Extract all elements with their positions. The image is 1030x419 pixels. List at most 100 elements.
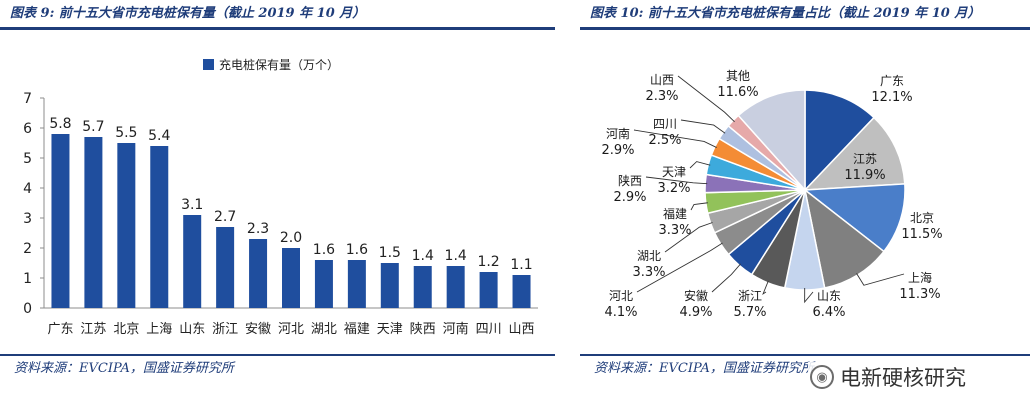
pie-slice-2: [802, 183, 906, 253]
bar-1: [84, 137, 103, 308]
pie-value-label: 3.3%: [658, 223, 691, 238]
pie-label: 广东: [880, 74, 904, 88]
pie-value-label: 3.2%: [657, 181, 690, 196]
bar-value-label: 2.3: [247, 221, 269, 237]
pie-leader-line: [762, 280, 769, 295]
pie-value-label: 5.7%: [733, 305, 766, 320]
bar-6: [249, 239, 268, 308]
bar-2: [117, 143, 136, 308]
pie-leader-line: [633, 129, 717, 148]
legend-label: 充电桩保有量（万个）: [219, 57, 339, 72]
pie-value-label: 11.5%: [901, 227, 942, 242]
x-tick-label: 山东: [179, 322, 205, 337]
pie-label: 福建: [663, 206, 687, 221]
pie-label: 湖北: [637, 248, 661, 263]
bar-value-label: 5.7: [82, 119, 104, 135]
bar-value-label: 1.6: [346, 242, 368, 258]
y-tick-label: 6: [23, 121, 32, 137]
pie-leader-line: [711, 263, 741, 293]
pie-value-label: 2.5%: [648, 133, 681, 148]
source-divider: [580, 354, 1030, 356]
x-tick-label: 河北: [278, 322, 304, 337]
y-tick-label: 5: [23, 151, 32, 167]
y-tick-label: 0: [23, 301, 32, 317]
bar-value-label: 2.0: [280, 230, 302, 246]
pie-slice-0: [804, 89, 876, 192]
title-divider: [0, 27, 555, 30]
pie-leader-line: [645, 176, 708, 185]
pie-value-label: 3.3%: [632, 265, 665, 280]
pie-label: 江苏: [853, 152, 877, 166]
bar-13: [479, 272, 498, 308]
pie-leader-line: [856, 273, 905, 286]
pie-label: 陕西: [618, 173, 642, 188]
bar-value-label: 1.6: [313, 242, 335, 258]
pie-value-label: 2.9%: [601, 143, 634, 158]
pie-label: 山西: [650, 73, 674, 87]
pie-leader-line: [636, 242, 723, 293]
pie-label: 山东: [817, 289, 841, 303]
x-tick-label: 山西: [509, 322, 535, 337]
pie-label: 浙江: [738, 289, 762, 303]
bar-0: [51, 134, 70, 308]
pie-label: 天津: [662, 165, 686, 179]
x-tick-label: 天津: [377, 322, 403, 337]
bar-value-label: 1.4: [445, 248, 467, 264]
pie-slice-15: [737, 89, 806, 192]
bar-value-label: 5.8: [49, 116, 71, 132]
x-tick-label: 河南: [443, 321, 469, 337]
y-tick-label: 3: [23, 211, 32, 227]
pie-label: 河北: [609, 289, 633, 303]
bar-chart-panel: 图表 9: 前十五大省市充电桩保有量（截止 2019 年 10 月） 充电桩保有…: [0, 6, 555, 376]
bar-value-label: 5.5: [115, 125, 137, 141]
bar-value-label: 5.4: [148, 128, 170, 144]
pie-leader-line: [804, 287, 814, 304]
y-tick-label: 1: [23, 271, 32, 287]
x-tick-label: 陕西: [410, 322, 436, 337]
y-tick-label: 7: [23, 91, 32, 107]
pie-label: 北京: [910, 211, 934, 225]
bar-12: [446, 266, 465, 308]
pie-value-label: 12.1%: [871, 90, 912, 105]
x-tick-label: 安徽: [245, 322, 271, 337]
pie-value-label: 11.9%: [844, 168, 885, 183]
pie-label: 河南: [606, 126, 630, 141]
bar-value-label: 2.7: [214, 209, 236, 225]
pie-leader-line: [664, 222, 713, 253]
y-tick-label: 2: [23, 241, 32, 257]
pie-chart-title: 图表 10: 前十五大省市充电桩保有量占比（截止 2019 年 10 月）: [590, 6, 981, 21]
x-tick-label: 江苏: [80, 321, 106, 337]
pie-chart-source: 资料来源：EVCIPA，国盛证券研究所: [594, 361, 814, 376]
bar-value-label: 1.1: [510, 257, 532, 273]
watermark-text: 电新硬核研究: [840, 366, 966, 390]
pie-value-label: 4.1%: [604, 305, 637, 320]
bar-14: [512, 275, 531, 308]
bar-3: [150, 146, 169, 308]
bar-value-label: 1.4: [412, 248, 434, 264]
pie-leader-line: [689, 161, 711, 169]
x-tick-label: 广东: [47, 322, 73, 337]
pie-value-label: 2.9%: [613, 190, 646, 205]
x-tick-label: 上海: [146, 322, 172, 337]
bar-7: [282, 248, 300, 308]
pie-chart: 广东 12.1% 江苏 11.9% 北京 11.5% 上海 11.3% 山东 6.4% 浙江 5.7%…: [601, 69, 942, 320]
bar-chart-title: 图表 9: 前十五大省市充电桩保有量（截止 2019 年 10 月）: [10, 6, 366, 21]
bar-10: [380, 263, 399, 308]
bar-value-label: 1.2: [477, 254, 499, 270]
pie-label: 四川: [653, 117, 677, 131]
bar-9: [347, 260, 366, 308]
legend-swatch: [203, 59, 214, 70]
bar-4: [183, 215, 202, 308]
bar-chart-source: 资料来源：EVCIPA，国盛证券研究所: [14, 361, 234, 376]
x-tick-label: 北京: [113, 322, 139, 337]
pie-value-label: 11.3%: [899, 287, 940, 302]
pie-chart-panel: 图表 10: 前十五大省市充电桩保有量占比（截止 2019 年 10 月） 广东…: [580, 0, 1030, 419]
watermark: ◉ 电新硬核研究: [808, 362, 972, 392]
pie-value-label: 6.4%: [812, 305, 845, 320]
bar-5: [216, 227, 235, 308]
bar-chart: 充电桩保有量（万个） 0 1 2 3 4 5 6 7 5.8 广东 5.7 江苏 5.5 北京 5.4 上海 3.…: [23, 57, 538, 337]
pie-label: 安徽: [684, 288, 708, 303]
pie-leader-line: [677, 75, 735, 123]
pie-value-label: 2.3%: [645, 89, 678, 104]
x-tick-label: 福建: [344, 322, 370, 337]
